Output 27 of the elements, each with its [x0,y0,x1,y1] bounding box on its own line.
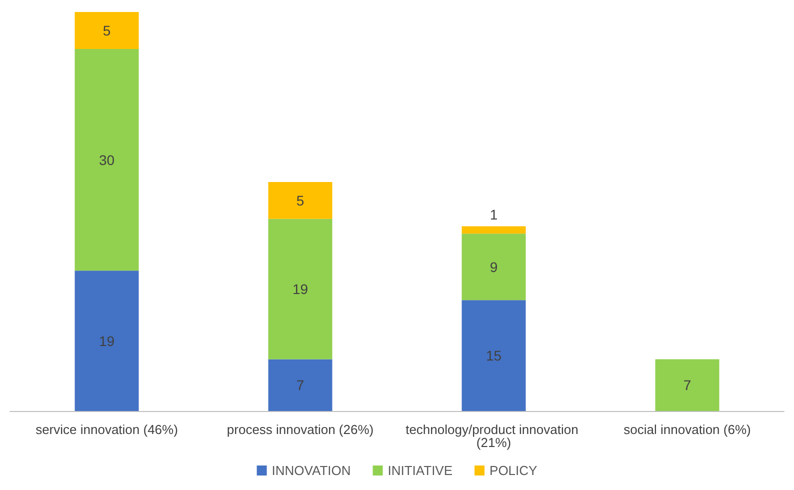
bar [268,182,332,219]
legend-label: INNOVATION [272,463,351,478]
bar [268,218,332,360]
data-label: 30 [98,152,115,168]
data-label: 5 [296,192,304,208]
data-label: 5 [102,22,111,38]
legend-label: INITIATIVE [388,463,453,478]
legend-label: POLICY [490,463,538,478]
bar [74,48,139,271]
x-tick-label: service innovation (46%) [36,422,178,437]
bar [462,234,526,300]
data-label: 7 [683,377,692,394]
data-label: 15 [486,348,502,364]
bar [655,359,720,411]
x-tick-label: process innovation (26%) [226,422,374,437]
data-label: 19 [98,332,115,349]
bar [462,226,526,234]
data-label: 1 [490,206,498,222]
data-label: 19 [292,281,308,298]
bar [268,359,332,411]
x-tick-label: social innovation (6%) [624,422,751,437]
data-label: 7 [296,377,304,394]
x-tick-label: technology/product innovation (21%) [406,422,582,450]
data-label: 9 [490,258,498,275]
bar [74,12,139,49]
bar [462,300,526,411]
bar [74,270,139,411]
